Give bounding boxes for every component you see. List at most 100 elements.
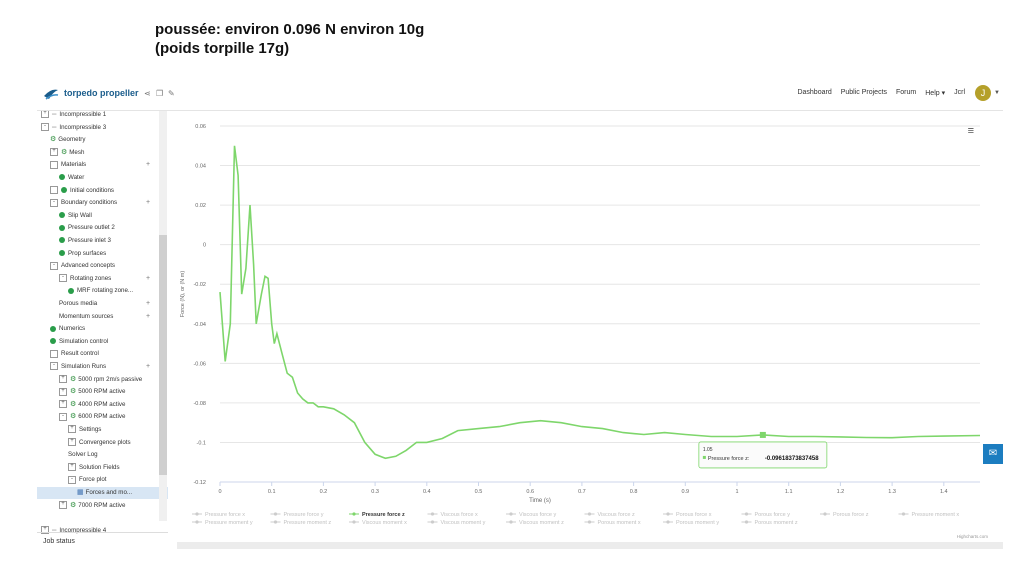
tree-item[interactable]: Water (37, 172, 168, 184)
tree-item[interactable]: Pressure inlet 3 (37, 235, 168, 247)
legend-marker[interactable] (195, 520, 199, 524)
nav-public-projects[interactable]: Public Projects (840, 89, 888, 96)
tree-item[interactable] (37, 512, 163, 524)
legend-marker[interactable] (509, 520, 513, 524)
expand-toggle-icon[interactable]: - (59, 274, 67, 283)
legend-item[interactable]: Pressure moment y (205, 520, 253, 526)
add-icon[interactable]: + (146, 363, 151, 370)
add-icon[interactable]: + (146, 300, 151, 307)
sidebar-scrollbar-thumb[interactable] (159, 235, 167, 475)
legend-marker[interactable] (587, 512, 592, 516)
legend-item[interactable]: Porous force y (755, 512, 791, 518)
expand-toggle-icon[interactable]: + (68, 437, 76, 446)
tree-item[interactable]: Slip Wall (37, 210, 168, 222)
legend-marker[interactable] (666, 512, 670, 516)
horizontal-scrollbar[interactable] (177, 542, 1003, 549)
legend-marker[interactable] (901, 512, 906, 516)
tree-item[interactable]: - Boundary conditions + (37, 197, 168, 209)
add-icon[interactable]: + (146, 199, 151, 207)
legend-marker[interactable] (352, 520, 356, 524)
tree-item[interactable]: + Solution Fields (37, 462, 168, 474)
legend-marker[interactable] (587, 520, 592, 524)
legend-item[interactable]: Viscous force x (441, 512, 478, 518)
legend-marker[interactable] (273, 520, 278, 524)
expand-toggle-icon[interactable]: + (41, 111, 49, 119)
tree-item[interactable]: Simulation control (37, 336, 168, 348)
tree-item[interactable]: Initial conditions (37, 185, 168, 197)
expand-toggle-icon[interactable] (50, 160, 58, 169)
expand-toggle-icon[interactable]: + (59, 500, 67, 509)
legend-item[interactable]: Viscous force z (598, 512, 635, 518)
legend-marker[interactable] (430, 520, 435, 524)
chart-menu-icon[interactable]: ≡ (967, 125, 974, 137)
expand-toggle-icon[interactable]: - (50, 261, 58, 270)
legend-marker[interactable] (352, 512, 356, 516)
legend-item[interactable]: Porous force z (833, 512, 869, 518)
chat-icon[interactable]: ✉ (983, 444, 1003, 464)
expand-toggle-icon[interactable] (50, 349, 58, 358)
nav-dashboard[interactable]: Dashboard (797, 89, 832, 96)
tree-item[interactable]: - ═ Incompressible 3 (37, 122, 163, 134)
legend-marker[interactable] (666, 520, 670, 524)
tree-item[interactable]: + ═ Incompressible 1 (37, 111, 163, 121)
tree-item[interactable]: - ⚙ 6000 RPM active (37, 411, 168, 423)
legend-marker[interactable] (430, 512, 435, 516)
legend-item[interactable]: Porous moment z (755, 520, 798, 526)
tree-item[interactable]: + ⚙ 5000 RPM active (37, 386, 168, 398)
tree-item[interactable]: + ⚙ Mesh (37, 147, 168, 159)
add-icon[interactable]: + (146, 274, 151, 282)
legend-item[interactable]: Pressure moment z (284, 520, 332, 526)
legend-item[interactable]: Pressure force x (205, 512, 245, 518)
expand-toggle-icon[interactable]: - (50, 198, 58, 207)
chart-credit[interactable]: Highcharts.com (957, 534, 989, 539)
expand-toggle-icon[interactable]: - (59, 412, 67, 421)
tree-item[interactable]: Result control (37, 348, 168, 360)
nav-forum[interactable]: Forum (896, 89, 917, 96)
tree-item[interactable]: Prop surfaces (37, 248, 168, 260)
job-status-panel[interactable]: Job status (37, 532, 168, 550)
tree-item[interactable]: Materials + (37, 159, 168, 171)
legend-item[interactable]: Viscous moment x (362, 520, 407, 526)
nav-help[interactable]: Help ▾ (925, 90, 946, 97)
share-icon[interactable]: ⋖ (144, 89, 151, 98)
tree-item[interactable]: ▦ Forces and mo... (37, 487, 168, 499)
tree-item[interactable]: Pressure outlet 2 (37, 222, 168, 234)
tree-item[interactable]: - Simulation Runs + (37, 361, 168, 373)
legend-marker[interactable] (744, 512, 749, 516)
avatar[interactable]: J (975, 85, 991, 101)
legend-item[interactable]: Pressure force y (284, 512, 324, 518)
expand-toggle-icon[interactable]: + (41, 526, 49, 535)
add-icon[interactable]: + (146, 312, 151, 320)
tree-item[interactable]: Porous media + (37, 298, 168, 310)
tree-item[interactable]: - Force plot (37, 474, 168, 486)
expand-toggle-icon[interactable]: + (68, 463, 76, 472)
tree-item[interactable]: + ⚙ 4000 RPM active (37, 399, 168, 411)
legend-marker[interactable] (195, 512, 199, 516)
tree-item[interactable]: + Convergence plots (37, 437, 168, 449)
legend-item[interactable]: Pressure moment x (912, 512, 960, 518)
project-title[interactable]: torpedo propeller (64, 88, 139, 98)
tree-item[interactable]: Solver Log (37, 449, 168, 461)
legend-marker[interactable] (509, 512, 513, 516)
tree-item[interactable]: - Advanced concepts (37, 260, 168, 272)
expand-toggle-icon[interactable]: - (41, 122, 49, 131)
tree-item[interactable]: - Rotating zones + (37, 273, 168, 285)
chevron-down-icon[interactable]: ▼ (994, 90, 1000, 96)
hover-point-marker[interactable] (759, 431, 766, 438)
tree-item[interactable]: MRF rotating zone... (37, 285, 168, 297)
expand-toggle-icon[interactable]: + (68, 425, 76, 434)
legend-item[interactable]: Viscous force y (519, 512, 556, 518)
nav-user[interactable]: Jcrl (954, 89, 965, 96)
legend-item[interactable]: Pressure force z (362, 512, 405, 518)
tree-item[interactable]: + ═ Incompressible 4 (37, 525, 163, 537)
tree-item[interactable]: Numerics (37, 323, 168, 335)
tree-item[interactable]: ⚙ Geometry (37, 134, 168, 146)
expand-toggle-icon[interactable]: - (50, 362, 58, 371)
legend-item[interactable]: Viscous moment y (441, 520, 486, 526)
legend-item[interactable]: Porous force x (676, 512, 712, 518)
legend-marker[interactable] (823, 512, 827, 516)
legend-item[interactable]: Porous moment y (676, 520, 719, 526)
tree-item[interactable]: + Settings (37, 424, 168, 436)
tree-item[interactable]: Momentum sources + (37, 311, 168, 323)
expand-toggle-icon[interactable]: + (59, 374, 67, 383)
